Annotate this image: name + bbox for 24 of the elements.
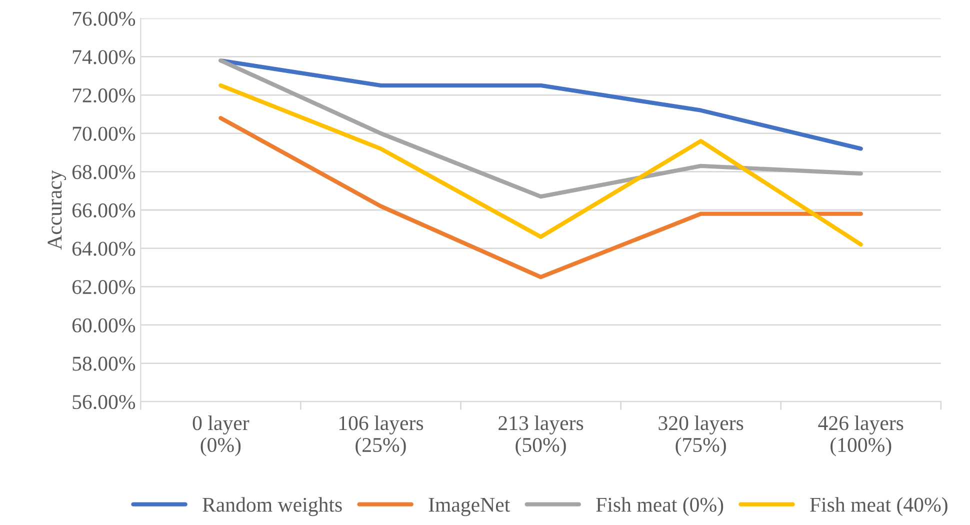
x-tick-label: 106 layers (25%) [339, 416, 424, 456]
y-tick-label: 68.00% [72, 165, 136, 180]
y-tick-label: 58.00% [72, 356, 136, 371]
y-tick-label: 64.00% [72, 242, 136, 256]
x-tick-label: 320 layers (75%) [658, 416, 744, 456]
x-tick-label: 0 layer (0%) [192, 416, 250, 456]
x-tick-label: 213 layers (50%) [498, 416, 584, 456]
y-tick-label: 56.00% [72, 395, 136, 410]
y-tick-label: 70.00% [72, 126, 136, 141]
legend-label: ImageNet [428, 498, 510, 516]
y-tick-label: 76.00% [72, 12, 136, 26]
y-tick-label: 62.00% [72, 280, 136, 294]
line-series [218, 83, 863, 247]
y-axis-title: Accuracy [48, 170, 66, 250]
legend-label: Fish meat (40%) [810, 497, 948, 516]
legend-label: Random weights [202, 497, 342, 516]
y-tick-label: 66.00% [72, 203, 136, 218]
y-tick-label: 60.00% [72, 318, 136, 332]
x-tick-label: 426 layers (100%) [818, 416, 904, 456]
line-series [218, 116, 863, 280]
y-tick-label: 72.00% [72, 88, 136, 103]
line-series [218, 58, 863, 199]
y-tick-label: 74.00% [72, 50, 136, 64]
legend-label: Fish meat (0%) [596, 497, 724, 516]
